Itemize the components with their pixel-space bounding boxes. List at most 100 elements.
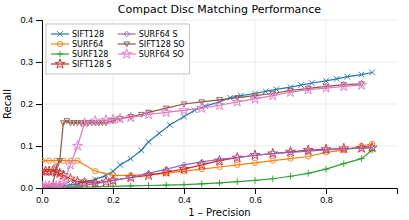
series: [42, 82, 364, 188]
legend-marker: [122, 49, 132, 58]
y-axis-tick-label: 0.2: [20, 99, 33, 109]
y-axis-tick-mark: [36, 146, 42, 147]
series-marker: [128, 175, 134, 181]
series-marker: [306, 154, 311, 159]
series-marker: [217, 164, 222, 169]
series-marker: [144, 170, 154, 179]
legend-item: SIFT128 S: [51, 59, 112, 69]
series-marker: [341, 146, 347, 152]
series-marker: [252, 177, 259, 184]
series-marker: [80, 118, 90, 127]
y-axis: 0.00.10.20.30.4: [20, 15, 42, 193]
x-axis-tick-label: 0.8: [320, 195, 333, 205]
y-axis-tick-label: 0.3: [20, 57, 33, 67]
series-marker: [345, 74, 351, 80]
legend-item: SURF128: [51, 50, 108, 59]
series-line: [42, 85, 362, 186]
x-axis-tick-mark: [255, 188, 256, 194]
series-marker: [227, 95, 233, 101]
series-marker: [198, 181, 205, 188]
x-axis-tick-label: 0.4: [178, 195, 191, 205]
legend-marker: [57, 41, 62, 46]
x-axis-tick-mark: [113, 188, 114, 194]
x-axis-title: 1 – Precision: [188, 207, 250, 218]
y-axis-tick: 0.4: [20, 15, 42, 25]
legend-item: SURF64 S: [118, 30, 178, 39]
series-marker: [146, 171, 152, 177]
series-marker: [117, 162, 123, 168]
series-marker: [232, 97, 242, 106]
series-marker: [305, 148, 311, 154]
series-marker: [298, 82, 304, 88]
series-marker: [156, 131, 162, 137]
legend-marker: [55, 59, 65, 68]
series-marker: [235, 162, 240, 167]
series-marker: [339, 143, 349, 152]
series-marker: [234, 155, 240, 161]
series-marker: [42, 158, 45, 163]
series-marker: [303, 85, 313, 94]
series-marker: [309, 80, 315, 86]
y-axis-tick-label: 0.4: [20, 15, 33, 25]
legend-swatch: [51, 43, 69, 44]
grid: [42, 20, 397, 188]
series-marker: [323, 166, 330, 173]
legend-swatch: [118, 53, 136, 54]
series-marker: [53, 165, 59, 170]
legend-label: SIFT128 S: [72, 60, 112, 69]
series-marker: [323, 147, 329, 153]
y-axis-title: Recall: [2, 89, 13, 119]
series-marker: [163, 182, 170, 188]
series-marker: [55, 180, 65, 188]
series-layer: [42, 70, 377, 188]
series-marker: [287, 173, 294, 180]
y-axis-tick-mark: [36, 104, 42, 105]
series-marker: [126, 112, 136, 121]
series-marker: [163, 166, 169, 172]
legend-swatch: [118, 43, 136, 44]
series: [42, 143, 377, 188]
series-marker: [250, 94, 260, 103]
chart: 0.00.20.40.60.80.00.10.20.30.4SIFT128SUR…: [0, 0, 409, 220]
title: Compact Disc Matching Performance: [118, 3, 322, 16]
series-marker: [321, 83, 331, 92]
series-line: [42, 73, 372, 189]
series-marker: [179, 105, 189, 114]
x-axis-line: [43, 189, 398, 195]
x-axis: 0.0 0.2 0.4 0.6 0.8: [36, 188, 397, 205]
plot: 0.00.20.40.60.80.00.10.20.30.4SIFT128SUR…: [20, 15, 397, 205]
x-axis-tick: 0.6: [249, 188, 262, 205]
legend-item: SIFT128: [51, 30, 104, 39]
series-marker: [115, 114, 125, 123]
series-marker: [269, 175, 276, 182]
legend-label: SIFT128: [72, 30, 104, 39]
series-marker: [58, 179, 68, 188]
x-axis-tick-label: 0.0: [36, 195, 49, 205]
legend-label: SURF128: [72, 50, 108, 59]
x-axis-tick-label: 0.6: [249, 195, 262, 205]
y-axis-tick-mark: [36, 20, 42, 21]
series-marker: [101, 115, 111, 124]
series-marker: [65, 160, 75, 169]
series-marker: [57, 159, 63, 164]
legend-item: SIFT128 SO: [118, 40, 185, 49]
y-axis-tick-mark: [36, 188, 42, 189]
series-marker: [216, 180, 223, 187]
legend-label: SURF64 SO: [139, 50, 184, 59]
x-axis-tick: 0.0: [36, 188, 49, 205]
series-marker: [321, 144, 331, 153]
series-marker: [369, 144, 375, 150]
series-marker: [359, 72, 365, 78]
series-marker: [181, 114, 187, 120]
x-axis-tick: 0.8: [320, 188, 333, 205]
x-axis-tick-mark: [326, 188, 327, 194]
series: [42, 80, 366, 188]
legend-item: SURF64 SO: [118, 49, 184, 59]
grid-line-y: [42, 104, 397, 105]
legend: SIFT128SURF64SURF128SIFT128 SSURF64 SSIF…: [46, 24, 190, 74]
series-marker: [288, 150, 294, 156]
x-axis-tick-label: 0.2: [107, 195, 120, 205]
x-axis-tick: 0.4: [178, 188, 191, 205]
y-axis-line: [36, 21, 43, 189]
series: [42, 141, 375, 178]
